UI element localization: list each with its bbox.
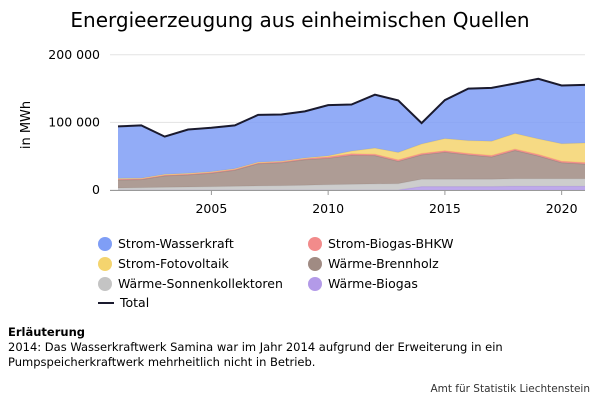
note-heading: Erläuterung bbox=[8, 325, 85, 339]
legend-label: Wärme-Brennholz bbox=[328, 256, 439, 271]
y-tick-label: 100 000 bbox=[48, 114, 100, 129]
legend-label: Strom-Biogas-BHKW bbox=[328, 236, 454, 251]
legend-item-total[interactable]: Total bbox=[98, 295, 149, 310]
legend-swatch bbox=[308, 236, 322, 251]
source-credit: Amt für Statistik Liechtenstein bbox=[430, 383, 590, 395]
legend-item-strom-fotovoltaik[interactable]: Strom-Fotovoltaik bbox=[98, 256, 229, 271]
chart-title: Energieerzeugung aus einheimischen Quell… bbox=[70, 8, 530, 32]
legend-item-w-rme-brennholz[interactable]: Wärme-Brennholz bbox=[308, 256, 439, 271]
y-tick-label: 0 bbox=[92, 182, 100, 197]
legend-swatch bbox=[98, 276, 112, 291]
legend-label: Wärme-Biogas bbox=[328, 276, 418, 291]
legend-item-strom-biogas-bhkw[interactable]: Strom-Biogas-BHKW bbox=[308, 236, 454, 251]
total-line bbox=[117, 77, 586, 138]
legend-label: Wärme-Sonnenkollektoren bbox=[118, 276, 283, 291]
legend-label: Strom-Wasserkraft bbox=[118, 236, 234, 251]
area-w-rme-biogas bbox=[118, 186, 585, 190]
x-tick-label: 2010 bbox=[312, 201, 344, 216]
legend-swatch bbox=[98, 256, 112, 271]
axes: 0 100 000 200 000 2005 2010 2015 2020 bbox=[48, 47, 585, 216]
y-tick-label: 200 000 bbox=[48, 47, 100, 62]
legend-item-w-rme-sonnenkollektoren[interactable]: Wärme-Sonnenkollektoren bbox=[98, 276, 283, 291]
area-strom-fotovoltaik bbox=[118, 133, 585, 179]
area-strom-wasserkraft bbox=[118, 78, 585, 179]
legend-swatch bbox=[98, 301, 114, 304]
legend-label: Total bbox=[120, 295, 150, 310]
legend-item-w-rme-biogas[interactable]: Wärme-Biogas bbox=[308, 276, 418, 291]
note-text: 2014: Das Wasserkraftwerk Samina war im … bbox=[8, 340, 503, 369]
y-axis-label: in MWh bbox=[19, 101, 34, 149]
x-tick-label: 2005 bbox=[195, 201, 227, 216]
x-tick-label: 2020 bbox=[546, 201, 578, 216]
legend-label: Strom-Fotovoltaik bbox=[118, 256, 229, 271]
total-line-layer bbox=[117, 77, 586, 138]
chart-canvas: 0 100 000 200 000 2005 2010 2015 2020 in MWh bbox=[19, 47, 586, 216]
legend-swatch bbox=[98, 236, 112, 251]
area-w-rme-brennholz bbox=[118, 150, 585, 188]
explanation-note: Erläuterung 2014: Das Wasserkraftwerk Sa… bbox=[8, 325, 593, 370]
x-tick-label: 2015 bbox=[429, 201, 461, 216]
legend-item-strom-wasserkraft[interactable]: Strom-Wasserkraft bbox=[98, 236, 234, 251]
legend-swatch bbox=[308, 256, 322, 271]
area-series bbox=[117, 78, 586, 191]
legend-swatch bbox=[308, 276, 322, 291]
